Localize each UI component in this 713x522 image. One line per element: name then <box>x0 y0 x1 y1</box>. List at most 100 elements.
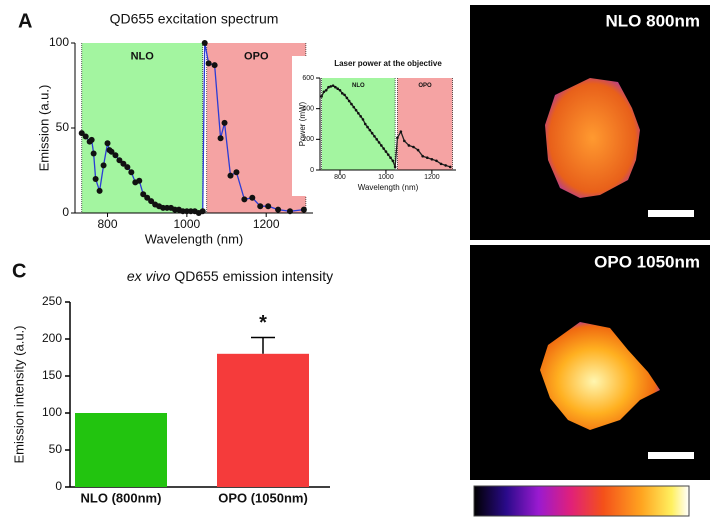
point <box>241 196 248 203</box>
panel-label: A <box>18 10 32 32</box>
point <box>148 198 155 205</box>
point <box>334 85 337 89</box>
x-tick-label: OPO (1050nm) <box>218 490 308 505</box>
point <box>368 128 372 132</box>
point <box>96 187 103 194</box>
point <box>322 90 326 94</box>
point <box>363 122 367 126</box>
point <box>448 165 452 169</box>
tissue <box>540 322 660 430</box>
point <box>345 96 349 100</box>
point <box>444 164 447 167</box>
region <box>206 43 306 213</box>
point <box>233 169 240 176</box>
bar <box>75 413 167 487</box>
point <box>199 208 206 215</box>
region-label: NLO <box>352 83 365 89</box>
point <box>412 145 415 149</box>
x-tick-label: 800 <box>334 174 346 181</box>
region <box>81 43 203 213</box>
point <box>361 118 365 121</box>
point <box>136 177 143 184</box>
point <box>340 92 344 95</box>
point <box>435 159 438 163</box>
point <box>373 134 376 138</box>
point <box>92 176 99 182</box>
y-tick-label: 600 <box>302 75 314 82</box>
point <box>116 157 123 164</box>
point <box>421 154 424 158</box>
point <box>375 138 379 141</box>
y-tick-label: 100 <box>42 405 62 419</box>
point <box>227 172 234 179</box>
tissue <box>545 78 640 198</box>
y-tick-label: 0 <box>62 205 69 219</box>
scale-bar <box>648 210 694 217</box>
region <box>397 78 453 170</box>
point <box>320 95 323 98</box>
point <box>120 160 127 167</box>
point <box>124 164 131 171</box>
point <box>416 148 420 152</box>
point <box>221 119 228 126</box>
point <box>217 135 224 142</box>
point <box>407 144 411 147</box>
x-tick-label: NLO (800nm) <box>81 490 162 505</box>
point <box>257 203 264 210</box>
y-tick-label: 400 <box>302 106 314 113</box>
point <box>108 148 115 155</box>
point <box>352 105 356 109</box>
point <box>359 115 362 118</box>
point <box>112 152 119 159</box>
point <box>366 125 369 129</box>
region-label: OPO <box>418 83 432 89</box>
point <box>88 136 95 143</box>
point <box>357 111 360 115</box>
point <box>370 131 374 135</box>
y-tick-label: 150 <box>42 368 62 382</box>
x-tick-label: 1200 <box>253 217 280 231</box>
line <box>321 84 451 168</box>
y-tick-label: 200 <box>302 136 314 143</box>
point <box>104 140 111 147</box>
point <box>324 88 328 92</box>
x-tick-label: 1200 <box>424 174 440 181</box>
y-tick-label: 50 <box>49 442 63 456</box>
region-label: NLO <box>131 51 155 63</box>
point <box>144 194 151 201</box>
y-tick-label: 50 <box>56 120 70 134</box>
point <box>389 156 392 160</box>
point <box>354 108 358 112</box>
point <box>205 60 212 67</box>
point <box>439 162 443 166</box>
point <box>386 153 390 156</box>
point <box>430 157 434 161</box>
y-axis-label: Emission intensity (a.u.) <box>11 326 26 464</box>
point <box>286 208 293 215</box>
chart-title: ex vivo QD655 emission intensity <box>127 268 333 284</box>
point <box>403 139 406 143</box>
y-tick-label: 0 <box>310 167 314 174</box>
title-text: QD655 emission intensity <box>174 268 333 284</box>
scale-bar <box>648 452 694 459</box>
point <box>347 99 351 103</box>
point <box>350 102 353 106</box>
point <box>393 165 397 169</box>
point <box>82 133 89 140</box>
x-tick-label: 800 <box>98 217 118 231</box>
region-label: OPO <box>244 51 269 63</box>
point <box>380 144 383 147</box>
y-tick-label: 100 <box>49 35 69 49</box>
point <box>78 130 85 137</box>
chart-title: QD655 excitation spectrum <box>110 11 279 27</box>
x-axis-label: Wavelength (nm) <box>145 231 244 246</box>
point <box>100 162 107 169</box>
x-tick-label: 1000 <box>174 217 201 231</box>
error-bar <box>251 336 275 354</box>
region <box>321 78 396 170</box>
point <box>331 84 335 87</box>
point <box>338 88 342 92</box>
point <box>425 156 429 160</box>
point <box>399 130 403 133</box>
